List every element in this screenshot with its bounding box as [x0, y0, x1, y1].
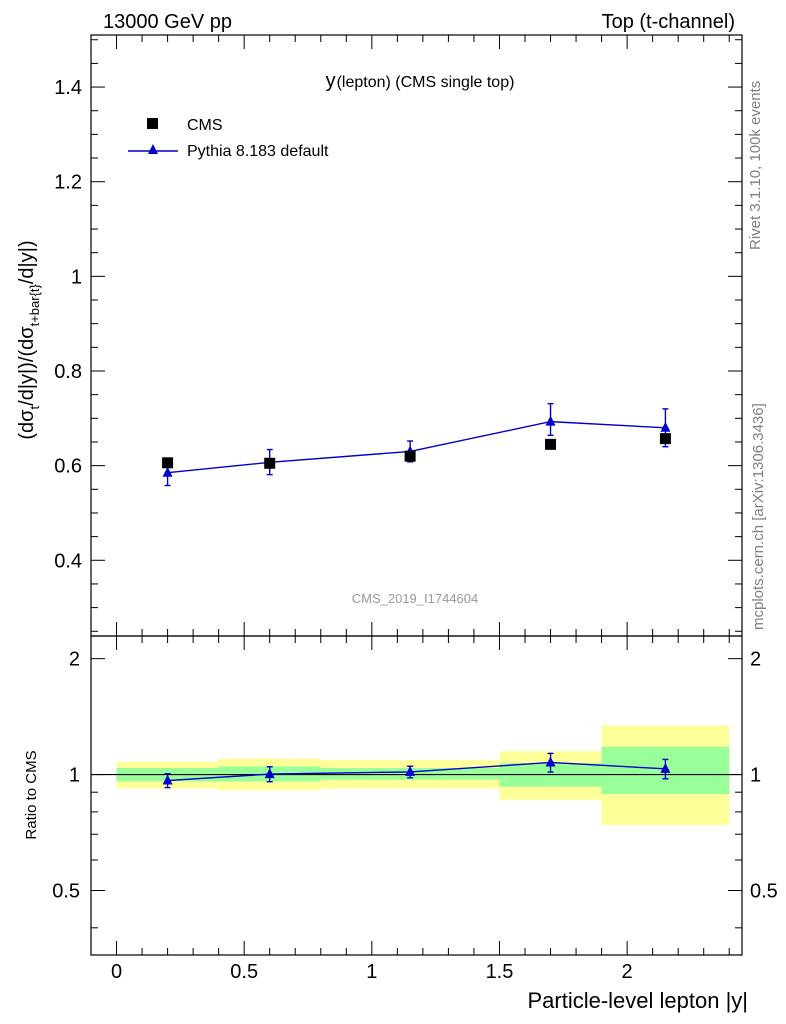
ratio-ytick-label-left: 2 [69, 649, 80, 671]
ylabel-part3: /d|y|) [16, 240, 38, 284]
ratio-xlabel: Particle-level lepton |y| [527, 988, 748, 1013]
main-ytick-label: 1.2 [54, 172, 82, 194]
legend-data-marker [147, 118, 158, 129]
mc-point [545, 415, 556, 426]
ratio-xtick-label: 0 [111, 961, 122, 983]
ratio-ytick-label-right: 1 [750, 765, 761, 787]
mc-point [660, 421, 671, 432]
ratio-mc-point [162, 774, 173, 785]
ylabel-sub2: t+bar{t} [27, 283, 42, 326]
ratio-xtick-label: 1 [366, 961, 377, 983]
ratio-xtick-label: 1.5 [486, 961, 514, 983]
mcplots-label: mcplots.cern.ch [arXiv:1306.3436] [750, 403, 767, 630]
main-ylabel: (dσt/d|y|)/(dσt+bar{t}/d|y|) [16, 240, 42, 439]
mc-series-line [167, 420, 666, 474]
data-point [264, 457, 276, 469]
main-title-prefix: y [326, 70, 336, 92]
ratio-xtick-label: 0.5 [230, 961, 258, 983]
data-point [545, 438, 557, 450]
main-panel: 0.4 0.6 0.8 1 1.2 1.4 CMS_2019_I1744604 y(lep… [16, 34, 743, 637]
watermark: CMS_2019_I1744604 [352, 591, 479, 606]
header-right: Top (t-channel) [602, 11, 735, 33]
ratio-mc-point [405, 765, 416, 776]
ratio-ytick-label-right: 2 [750, 649, 761, 671]
ylabel-part2: /d|y|)/(dσ [16, 326, 38, 406]
legend-mc-marker [148, 144, 158, 154]
legend-mc-label: Pythia 8.183 default [187, 143, 329, 160]
rivet-label: Rivet 3.1.10, 100k events [747, 81, 764, 250]
legend-data-label: CMS [187, 117, 223, 134]
ratio-mc-point [660, 762, 671, 773]
legend: CMS Pythia 8.183 default [128, 117, 329, 160]
ratio-mc-point [264, 768, 275, 779]
main-ytick-label: 0.6 [54, 456, 82, 478]
ratio-ytick-label-left: 0.5 [52, 880, 80, 902]
ratio-panel: 0.5 0.5 1 1 2 2 0 0.5 1 1.5 2 Ratio to CMS Particl… [23, 635, 778, 1013]
ylabel-sub1: t [27, 405, 42, 409]
ratio-ytick-label-right: 0.5 [750, 880, 778, 902]
data-point [162, 457, 174, 469]
ratio-mc-point [545, 756, 556, 767]
ratio-xtick-label: 2 [622, 961, 633, 983]
ratio-ytick-label-left: 1 [69, 765, 80, 787]
main-title: y(lepton) (CMS single top) [326, 70, 515, 92]
data-point [404, 450, 416, 462]
data-point [659, 433, 671, 445]
ratio-frame [90, 635, 743, 956]
main-ytick-label: 0.4 [54, 550, 82, 572]
header-left: 13000 GeV pp [103, 11, 232, 33]
main-title-rest: (lepton) (CMS single top) [337, 74, 515, 91]
ylabel-part1: (dσ [16, 409, 38, 440]
main-ytick-label: 0.8 [54, 361, 82, 383]
main-ytick-label: 1 [71, 266, 82, 288]
ratio-ylabel: Ratio to CMS [23, 750, 40, 839]
mc-point [162, 466, 173, 477]
main-ytick-label: 1.4 [54, 77, 82, 99]
